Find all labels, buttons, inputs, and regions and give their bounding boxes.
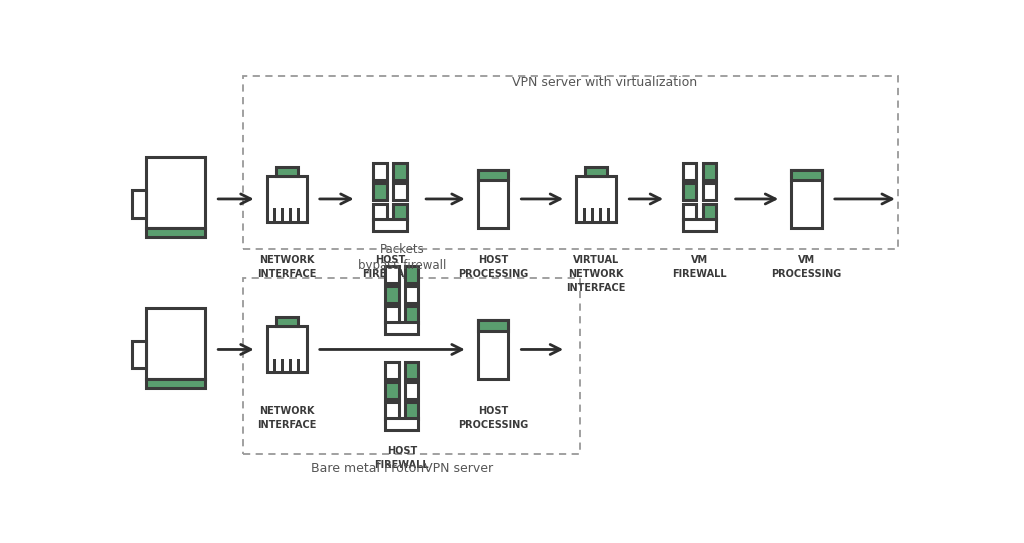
Bar	[145, 228, 206, 237]
Text: HOST
PROCESSING: HOST PROCESSING	[458, 255, 528, 280]
Text: Bare metal ProtonVPN server: Bare metal ProtonVPN server	[310, 462, 493, 475]
Bar	[385, 402, 398, 419]
Bar	[599, 208, 601, 222]
Bar	[297, 359, 300, 372]
Bar	[373, 204, 387, 220]
Bar	[373, 163, 387, 180]
Text: HOST
FIREWALL: HOST FIREWALL	[362, 255, 417, 280]
Bar	[267, 326, 306, 372]
Bar	[145, 379, 206, 388]
Bar	[290, 208, 292, 222]
Bar	[478, 169, 508, 228]
Bar	[145, 157, 206, 228]
Bar	[478, 320, 508, 379]
Bar	[282, 208, 284, 222]
Bar	[267, 176, 306, 222]
Text: NETWORK
INTERFACE: NETWORK INTERFACE	[257, 406, 316, 430]
Bar	[607, 208, 609, 222]
Bar	[683, 204, 696, 220]
Bar	[577, 176, 616, 222]
Bar	[683, 163, 696, 180]
Bar	[792, 169, 821, 180]
Bar	[131, 341, 145, 368]
Bar	[478, 169, 508, 180]
Text: VIRTUAL
NETWORK
INTERFACE: VIRTUAL NETWORK INTERFACE	[566, 255, 626, 293]
Bar	[373, 184, 387, 200]
Bar	[385, 418, 419, 430]
Bar	[404, 402, 419, 419]
Bar	[385, 286, 398, 302]
Bar	[393, 184, 407, 200]
Bar	[404, 266, 419, 282]
Bar	[297, 208, 300, 222]
Text: HOST
FIREWALL: HOST FIREWALL	[375, 446, 429, 470]
Bar	[393, 204, 407, 220]
Bar	[282, 359, 284, 372]
Bar	[586, 167, 607, 176]
Text: VPN server with virtualization: VPN server with virtualization	[512, 75, 696, 89]
Text: Packets
bypass firewall: Packets bypass firewall	[357, 243, 446, 272]
Bar	[145, 308, 206, 379]
Text: VM
PROCESSING: VM PROCESSING	[771, 255, 842, 280]
Bar	[275, 167, 298, 176]
Bar	[385, 362, 398, 379]
Bar	[385, 266, 398, 282]
Bar	[478, 320, 508, 331]
Bar	[591, 208, 594, 222]
Bar	[404, 382, 419, 399]
Text: VM
FIREWALL: VM FIREWALL	[672, 255, 727, 280]
Bar	[385, 322, 419, 333]
Bar	[373, 219, 407, 231]
Bar	[275, 317, 298, 326]
Bar	[385, 306, 398, 323]
Bar	[683, 219, 716, 231]
Bar	[404, 306, 419, 323]
Bar	[404, 362, 419, 379]
Text: NETWORK
INTERFACE: NETWORK INTERFACE	[257, 255, 316, 280]
Bar	[404, 286, 419, 302]
Bar	[702, 184, 716, 200]
Text: HOST
PROCESSING: HOST PROCESSING	[458, 406, 528, 430]
Bar	[385, 382, 398, 399]
Bar	[683, 184, 696, 200]
Bar	[273, 359, 276, 372]
Bar	[131, 191, 145, 218]
Bar	[702, 163, 716, 180]
Bar	[393, 163, 407, 180]
Bar	[792, 169, 821, 228]
Bar	[583, 208, 586, 222]
Bar	[702, 204, 716, 220]
Bar	[273, 208, 276, 222]
Bar	[290, 359, 292, 372]
